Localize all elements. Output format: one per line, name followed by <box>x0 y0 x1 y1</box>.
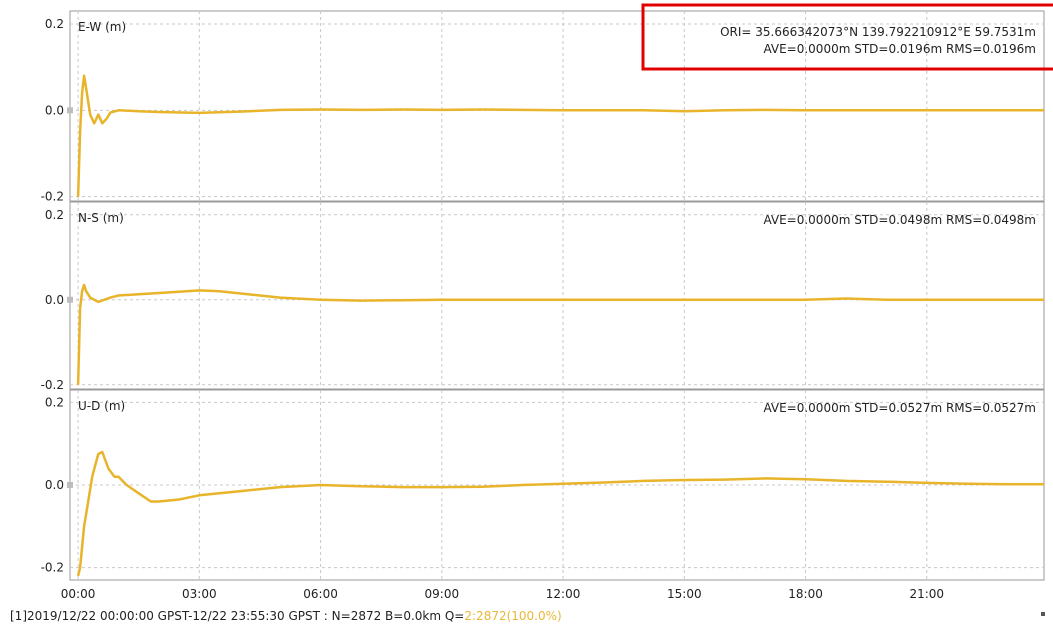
series-line <box>76 450 1044 577</box>
zero-marker <box>67 107 73 114</box>
origin-info-highlight-box <box>641 3 1053 71</box>
stats-text: AVE=0.0000m STD=0.0527m RMS=0.0527m <box>763 401 1036 415</box>
panel-label: N-S (m) <box>78 211 124 225</box>
y-tick-label: 0.2 <box>45 395 64 409</box>
y-tick-label: -0.2 <box>41 561 64 575</box>
x-tick-label: 03:00 <box>182 587 217 601</box>
y-tick-label: 0.0 <box>45 293 64 307</box>
plot-panels: -0.2 0.0 0.2 E-W (m) ORI= 35.666342073°N 139… <box>41 10 1045 581</box>
stats-text: AVE=0.0000m STD=0.0498m RMS=0.0498m <box>763 213 1036 227</box>
status-quality-value: 2:2872(100.0%) <box>464 609 562 623</box>
zero-marker <box>67 296 73 303</box>
panel-3: -0.2 0.0 0.2 U-D (m) AVE=0.0000m STD=0.0527m… <box>41 389 1045 581</box>
panel-label: U-D (m) <box>78 399 125 413</box>
x-tick-label: 21:00 <box>909 587 944 601</box>
panel-1: -0.2 0.0 0.2 E-W (m) ORI= 35.666342073°N 139… <box>41 10 1045 204</box>
panel-2: -0.2 0.0 0.2 N-S (m) AVE=0.0000m STD=0.0498m… <box>41 201 1045 392</box>
x-tick-label: 00:00 <box>61 587 96 601</box>
x-tick-label: 18:00 <box>788 587 823 601</box>
series-line <box>76 283 1044 385</box>
panel-frame <box>69 201 1045 390</box>
panel-frame <box>69 10 1045 202</box>
status-bar: [1]2019/12/22 00:00:00 GPST-12/22 23:55:… <box>10 606 562 626</box>
resize-grip-icon[interactable] <box>1041 612 1045 616</box>
series-line <box>76 74 1044 197</box>
x-tick-label: 12:00 <box>546 587 581 601</box>
status-text: [1]2019/12/22 00:00:00 GPST-12/22 23:55:… <box>10 609 465 623</box>
y-tick-label: 0.2 <box>45 17 64 31</box>
origin-text: ORI= 35.666342073°N 139.792210912°E 59.7… <box>720 25 1036 39</box>
x-axis-time-labels: 00:00 03:00 06:00 09:00 12:00 15:00 18:00 21:00 <box>61 587 944 601</box>
y-tick-label: -0.2 <box>41 190 64 204</box>
y-tick-label: -0.2 <box>41 378 64 392</box>
y-tick-label: 0.0 <box>45 478 64 492</box>
x-tick-label: 06:00 <box>303 587 338 601</box>
x-tick-label: 09:00 <box>425 587 460 601</box>
x-tick-label: 15:00 <box>667 587 702 601</box>
y-tick-label: 0.2 <box>45 208 64 222</box>
panel-label: E-W (m) <box>78 20 126 34</box>
stats-text: AVE=0.0000m STD=0.0196m RMS=0.0196m <box>763 42 1036 56</box>
y-tick-label: 0.0 <box>45 103 64 117</box>
zero-marker <box>67 482 73 488</box>
